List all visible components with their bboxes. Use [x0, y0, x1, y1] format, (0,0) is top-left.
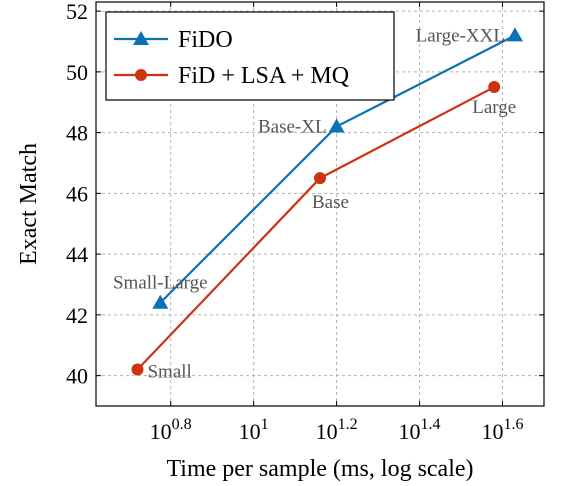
legend-marker-1 [135, 69, 147, 81]
axis-ticks: 40 42 44 46 48 50 52 100.8 101 101.2 101.4 101.6 [66, 0, 544, 444]
legend: FiDO FiD + LSA + MQ [105, 11, 395, 101]
point-label-0-2: Large-XXL [416, 25, 505, 46]
y-tick-label-5: 50 [66, 60, 88, 85]
y-tick-label-0: 40 [66, 364, 88, 389]
series-0-point-0 [152, 294, 169, 309]
point-label-0-1: Base-XL [258, 117, 327, 138]
y-tick-label-4: 48 [66, 121, 88, 146]
point-label-1-1: Base [312, 192, 349, 213]
x-axis-title: Time per sample (ms, log scale) [166, 456, 473, 482]
series-0-point-2 [506, 27, 523, 42]
x-tick-label-4: 101.6 [482, 416, 524, 444]
series-1-point-1 [314, 172, 326, 185]
y-axis-title: Exact Match [16, 143, 42, 265]
y-tick-label-2: 44 [66, 242, 88, 267]
point-label-1-2: Large [472, 97, 516, 118]
point-label-1-0: Small [147, 362, 191, 383]
plot-frame [95, 1, 545, 407]
y-tick-label-3: 46 [66, 181, 88, 206]
legend-marker-0 [133, 31, 149, 45]
series-layer [131, 27, 523, 376]
series-0-point-1 [328, 118, 345, 133]
x-tick-label-1: 101 [239, 416, 269, 444]
x-tick-label-3: 101.4 [399, 416, 441, 444]
point-labels: Small-Large Base-XL Large-XXL Small Base Larg… [113, 25, 516, 382]
y-tick-label-1: 42 [66, 303, 88, 328]
x-tick-label-2: 101.2 [316, 416, 358, 444]
legend-label-0: FiDO [178, 27, 233, 53]
x-tick-label-0: 100.8 [150, 416, 192, 444]
y-tick-label-6: 52 [66, 0, 88, 24]
point-label-0-0: Small-Large [113, 273, 208, 294]
legend-label-1: FiD + LSA + MQ [178, 63, 349, 89]
series-1-point-2 [488, 81, 501, 94]
legend-box [105, 11, 395, 101]
series-1-point-0 [131, 363, 144, 376]
